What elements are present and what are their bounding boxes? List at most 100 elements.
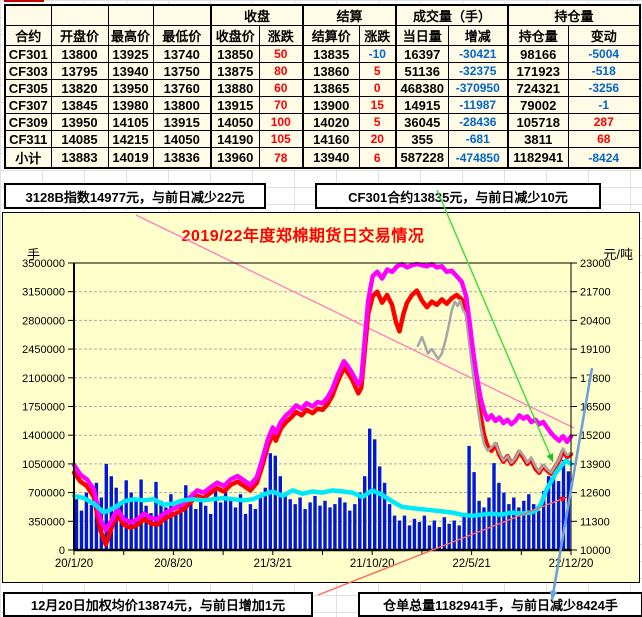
table-cell[interactable]: 13750 xyxy=(152,62,212,80)
table-cell[interactable]: 13845 xyxy=(50,96,109,114)
table-cell[interactable]: -32375 xyxy=(447,62,509,80)
table-cell[interactable]: 79002 xyxy=(507,96,569,114)
svg-text:12600: 12600 xyxy=(580,488,611,500)
table-cell[interactable]: 13900 xyxy=(302,96,360,114)
svg-text:21700: 21700 xyxy=(580,287,611,299)
table-cell[interactable]: 14019 xyxy=(107,147,154,169)
table-cell[interactable]: 14190 xyxy=(210,130,260,148)
table-cell[interactable]: 80 xyxy=(258,62,304,80)
table-cell[interactable]: 50 xyxy=(258,45,304,63)
table-cell[interactable]: 13760 xyxy=(152,79,212,97)
table-cell[interactable]: -3256 xyxy=(567,79,641,97)
table-cell[interactable]: 13836 xyxy=(152,147,212,169)
table-cell[interactable]: 14915 xyxy=(395,96,449,114)
table-cell[interactable]: 6 xyxy=(358,147,397,169)
cf301-info-box[interactable]: CF301合约13835元，与前日减少10元 xyxy=(315,183,601,209)
left-axis-unit-label: 手 xyxy=(27,247,41,262)
table-cell[interactable]: 20 xyxy=(358,130,397,148)
table-cell[interactable]: 14160 xyxy=(302,130,360,148)
table-cell[interactable]: 70 xyxy=(258,96,304,114)
table-cell[interactable]: 13795 xyxy=(50,62,109,80)
svg-text:2800000: 2800000 xyxy=(22,315,65,327)
table-cell[interactable]: CF305 xyxy=(4,79,52,97)
table-cell[interactable]: 14050 xyxy=(210,113,260,131)
table-cell[interactable]: CF311 xyxy=(4,130,52,148)
col-close-change: 涨跌 xyxy=(258,25,304,46)
table-cell[interactable]: 13950 xyxy=(107,79,154,97)
table-cell[interactable]: 105 xyxy=(258,130,304,148)
table-cell[interactable]: 13850 xyxy=(210,45,260,63)
table-cell[interactable]: 105718 xyxy=(507,113,569,131)
table-cell[interactable]: 287 xyxy=(567,113,641,131)
table-cell[interactable]: -370950 xyxy=(447,79,509,97)
table-cell[interactable]: 468380 xyxy=(395,79,449,97)
table-cell[interactable]: CF309 xyxy=(4,113,52,131)
table-cell[interactable]: 724321 xyxy=(507,79,569,97)
table-cell[interactable]: 1182941 xyxy=(507,147,569,169)
table-cell[interactable]: 13800 xyxy=(50,45,109,63)
table-cell[interactable]: 14020 xyxy=(302,113,360,131)
table-cell[interactable]: -10 xyxy=(358,45,397,63)
table-cell[interactable]: 13940 xyxy=(107,62,154,80)
table-row: CF301 13800 13925 13740 13850 50 13835 -10 16397… xyxy=(4,45,641,63)
table-cell[interactable]: 13880 xyxy=(210,79,260,97)
table-cell[interactable]: 13915 xyxy=(152,113,212,131)
table-cell[interactable]: 51136 xyxy=(395,62,449,80)
table-cell[interactable]: 587228 xyxy=(395,147,449,169)
table-cell[interactable]: 13820 xyxy=(50,79,109,97)
svg-text:1750000: 1750000 xyxy=(22,402,65,414)
table-cell[interactable]: -28436 xyxy=(447,113,509,131)
red-top-mark xyxy=(4,0,44,2)
table-cell[interactable]: 14215 xyxy=(107,130,154,148)
table-cell[interactable]: 13980 xyxy=(107,96,154,114)
table-cell[interactable]: 15 xyxy=(358,96,397,114)
table-row: CF303 13795 13940 13750 13875 80 13860 5 51136 -3… xyxy=(4,62,641,80)
table-cell[interactable]: -30421 xyxy=(447,45,509,63)
warehouse-receipts-box[interactable]: 仓单总量1182941手，与前日减少8424手 xyxy=(358,592,642,617)
table-cell[interactable]: 13865 xyxy=(302,79,360,97)
table-cell[interactable]: -681 xyxy=(447,130,509,148)
price-volume-chart[interactable]: 2019/22年度郑棉期货日交易情况 手 元/吨 3500000 3150000 2… xyxy=(2,212,640,583)
table-cell[interactable]: 13925 xyxy=(107,45,154,63)
table-cell[interactable]: 14050 xyxy=(152,130,212,148)
table-cell[interactable]: CF303 xyxy=(4,62,52,80)
table-cell[interactable]: 13800 xyxy=(152,96,212,114)
table-cell[interactable]: 5 xyxy=(358,62,397,80)
table-cell[interactable]: 355 xyxy=(395,130,449,148)
table-cell[interactable]: 13875 xyxy=(210,62,260,80)
table-cell[interactable]: CF301 xyxy=(4,45,52,63)
table-cell[interactable]: 0 xyxy=(358,79,397,97)
table-cell[interactable]: 68 xyxy=(567,130,641,148)
table-cell[interactable]: 16397 xyxy=(395,45,449,63)
table-cell[interactable]: 13835 xyxy=(302,45,360,63)
table-cell[interactable]: 13940 xyxy=(302,147,360,169)
table-cell[interactable]: 13950 xyxy=(50,113,109,131)
table-cell[interactable]: 13960 xyxy=(210,147,260,169)
table-cell[interactable]: 60 xyxy=(258,79,304,97)
table-cell[interactable]: 171923 xyxy=(507,62,569,80)
table-cell[interactable]: 5 xyxy=(358,113,397,131)
table-cell[interactable]: 100 xyxy=(258,113,304,131)
table-cell[interactable]: -518 xyxy=(567,62,641,80)
table-cell[interactable]: 小计 xyxy=(4,147,52,169)
table-cell[interactable]: 78 xyxy=(258,147,304,169)
table-cell[interactable]: 13740 xyxy=(152,45,212,63)
table-cell[interactable]: -1 xyxy=(567,96,641,114)
weighted-average-box[interactable]: 12月20日加权均价13874元，与前日增加1元 xyxy=(3,592,313,617)
index-info-box[interactable]: 3128B指数14977元，与前日减少22元 xyxy=(4,183,266,209)
svg-text:20/8/20: 20/8/20 xyxy=(154,558,192,570)
index-info-text: 3128B指数14977元，与前日减少22元 xyxy=(25,189,245,205)
table-cell[interactable]: -11987 xyxy=(447,96,509,114)
table-cell[interactable]: 36045 xyxy=(395,113,449,131)
table-cell[interactable]: 98166 xyxy=(507,45,569,63)
table-cell[interactable]: 13883 xyxy=(50,147,109,169)
table-cell[interactable]: -5004 xyxy=(567,45,641,63)
table-cell[interactable]: 14105 xyxy=(107,113,154,131)
table-cell[interactable]: 13860 xyxy=(302,62,360,80)
table-cell[interactable]: 14085 xyxy=(50,130,109,148)
table-cell[interactable]: 13915 xyxy=(210,96,260,114)
table-cell[interactable]: CF307 xyxy=(4,96,52,114)
table-cell[interactable]: 3811 xyxy=(507,130,569,148)
table-cell[interactable]: -474850 xyxy=(447,147,509,169)
table-cell[interactable]: -8424 xyxy=(567,147,641,169)
